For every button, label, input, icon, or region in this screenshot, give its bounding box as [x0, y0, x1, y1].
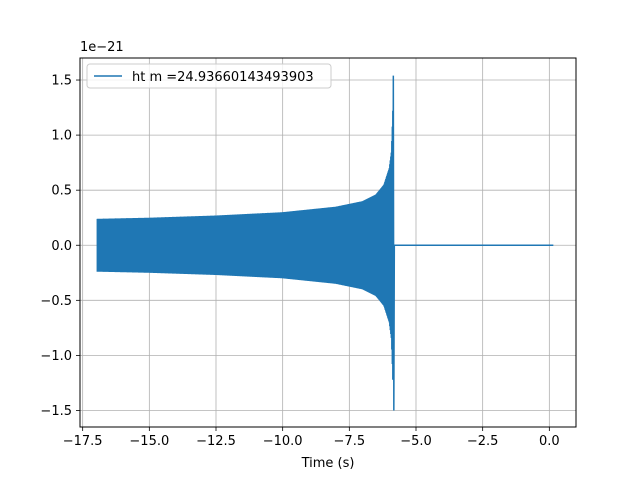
- x-tick-label: −15.0: [129, 434, 169, 449]
- y-axis: −1.5 −1.0 −0.5 0.0 0.5 1.0 1.5: [40, 74, 80, 419]
- y-tick-label: −1.5: [40, 404, 72, 419]
- x-tick-label: −7.5: [334, 434, 366, 449]
- x-axis: −17.5 −15.0 −12.5 −10.0 −7.5 −5.0 −2.5 0.0: [63, 427, 560, 449]
- x-tick-label: −2.5: [467, 434, 499, 449]
- y-tick-label: −1.0: [40, 349, 72, 364]
- y-tick-label: 1.5: [51, 74, 72, 89]
- x-tick-label: −10.0: [263, 434, 303, 449]
- legend-box: [86, 63, 332, 89]
- y-offset-label: 1e−21: [80, 40, 124, 55]
- legend: ht m =24.93660143493903: [86, 63, 332, 89]
- y-tick-label: 0.5: [51, 184, 72, 199]
- x-axis-label: Time (s): [301, 456, 355, 471]
- y-tick-label: −0.5: [40, 294, 72, 309]
- legend-label-0: ht m =24.93660143493903: [132, 70, 314, 85]
- axes-frame: [79, 57, 577, 428]
- x-tick-label: −12.5: [196, 434, 236, 449]
- y-tick-label: 0.0: [51, 239, 72, 254]
- x-tick-label: 0.0: [539, 434, 560, 449]
- series-line-0: [96, 75, 554, 411]
- x-tick-label: −17.5: [63, 434, 103, 449]
- y-tick-label: 1.0: [51, 129, 72, 144]
- x-tick-label: −5.0: [400, 434, 432, 449]
- plot-area: [96, 75, 554, 411]
